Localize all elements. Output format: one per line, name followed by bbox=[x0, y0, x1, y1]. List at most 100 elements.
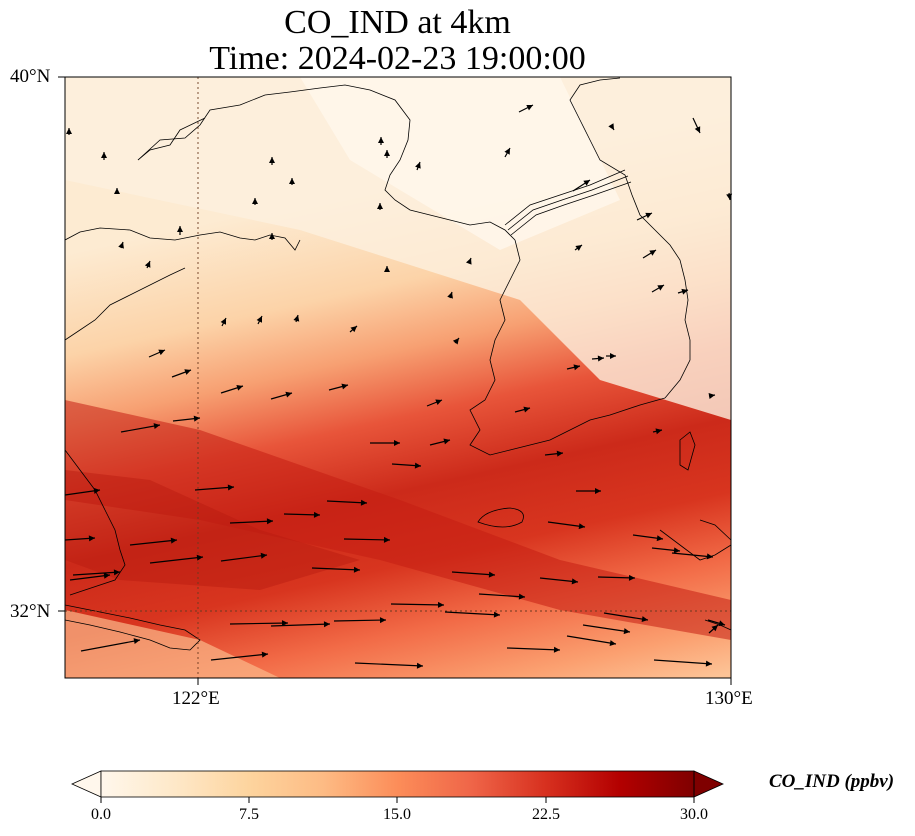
wind-arrow-head bbox=[379, 617, 386, 624]
co-concentration-field bbox=[65, 77, 731, 678]
wind-arrow-head bbox=[443, 438, 450, 445]
wind-arrow-shaft bbox=[478, 593, 526, 598]
wind-arrow-head bbox=[694, 126, 701, 133]
wind-arrow-shaft bbox=[326, 500, 368, 504]
wind-arrow-head bbox=[609, 640, 616, 646]
wind-arrow-head bbox=[236, 384, 243, 391]
lon-tick-130e: 130°E bbox=[705, 688, 753, 709]
wind-arrow-shaft bbox=[210, 653, 269, 661]
wind-arrow-head bbox=[673, 547, 680, 554]
colorbar bbox=[71, 770, 724, 803]
wind-arrow-head bbox=[384, 150, 390, 156]
wind-arrow-shaft bbox=[451, 571, 496, 576]
wind-arrow-head bbox=[656, 535, 663, 542]
wind-arrow-head bbox=[350, 326, 357, 333]
wind-arrow-head bbox=[269, 233, 275, 239]
wind-arrow-head bbox=[573, 364, 580, 371]
lat-tick-32n: 32°N bbox=[10, 601, 51, 622]
wind-arrow-head bbox=[103, 572, 110, 579]
colorbar-tick-0: 0.0 bbox=[91, 806, 111, 823]
wind-arrow-shaft bbox=[220, 554, 268, 562]
wind-arrow-head bbox=[377, 203, 383, 209]
coastlines bbox=[65, 77, 731, 651]
wind-arrow-head bbox=[628, 574, 635, 581]
wind-arrow-head bbox=[313, 511, 320, 518]
wind-arrow-head bbox=[170, 537, 177, 544]
wind-arrow-head bbox=[384, 266, 390, 272]
colorbar-gradient bbox=[101, 771, 694, 797]
wind-arrow-head bbox=[101, 152, 107, 158]
wind-arrow-head bbox=[260, 552, 267, 559]
wind-arrow-head bbox=[556, 450, 563, 457]
wind-arrow-head bbox=[293, 315, 300, 322]
wind-arrow-shaft bbox=[653, 659, 713, 665]
map-title-line1: CO_IND at 4km bbox=[284, 4, 511, 41]
wind-arrow-head bbox=[261, 651, 268, 658]
wind-arrow-head bbox=[718, 620, 725, 627]
wind-arrow-head bbox=[341, 383, 348, 390]
wind-arrow-shaft bbox=[129, 539, 178, 546]
wind-arrow-shaft bbox=[80, 639, 141, 652]
colorbar-extend-min bbox=[71, 770, 102, 798]
axis-ticks bbox=[58, 76, 732, 685]
wind-arrow-head bbox=[227, 484, 234, 491]
wind-arrow-head bbox=[177, 226, 183, 232]
wind-arrow-head bbox=[608, 123, 614, 130]
gridlines bbox=[65, 77, 731, 678]
wind-arrow-shaft bbox=[72, 571, 121, 576]
wind-arrow-head bbox=[66, 128, 72, 134]
wind-arrow-head bbox=[360, 499, 367, 506]
colorbar-tick-22-5: 22.5 bbox=[532, 806, 560, 823]
wind-arrow-head bbox=[493, 611, 500, 618]
wind-arrow-head bbox=[118, 242, 124, 249]
wind-arrow-shaft bbox=[120, 424, 161, 433]
wind-arrow-head bbox=[518, 593, 525, 600]
wind-arrow-head bbox=[184, 369, 191, 375]
wind-arrow-shaft bbox=[333, 619, 387, 622]
wind-arrow-shaft bbox=[603, 612, 649, 621]
wind-arrow-shaft bbox=[506, 647, 561, 651]
wind-arrow-head bbox=[285, 391, 292, 398]
wind-arrow-head bbox=[144, 261, 151, 268]
wind-arrow-shaft bbox=[444, 611, 501, 616]
wind-arrow-head bbox=[553, 646, 560, 653]
wind-arrow-head bbox=[435, 399, 442, 406]
map-frame bbox=[64, 76, 732, 679]
wind-arrow-head bbox=[437, 601, 444, 608]
wind-arrow-head bbox=[93, 487, 100, 494]
wind-arrow-shaft bbox=[343, 538, 391, 541]
wind-arrow-head bbox=[414, 462, 421, 469]
wind-arrow-head bbox=[708, 393, 715, 399]
wind-arrow-head bbox=[133, 638, 140, 645]
colorbar-tick-30: 30.0 bbox=[680, 806, 708, 823]
wind-arrow-head bbox=[641, 616, 648, 623]
wind-arrow-shaft bbox=[283, 513, 321, 516]
wind-arrow-head bbox=[575, 245, 582, 251]
wind-arrow-head bbox=[416, 662, 423, 669]
wind-arrow-shaft bbox=[547, 521, 586, 528]
colorbar-tick-15: 15.0 bbox=[383, 806, 411, 823]
wind-arrow-head bbox=[571, 578, 578, 585]
wind-arrow-head bbox=[394, 440, 400, 446]
lat-tick-40n: 40°N bbox=[10, 66, 51, 87]
wind-vectors bbox=[64, 104, 733, 669]
wind-arrow-head bbox=[523, 406, 530, 413]
wind-arrow-head bbox=[289, 178, 295, 184]
wind-arrow-head bbox=[610, 353, 616, 359]
map-title-line2: Time: 2024-02-23 19:00:00 bbox=[209, 40, 586, 77]
lon-tick-122e: 122°E bbox=[172, 688, 220, 709]
wind-arrow-shaft bbox=[229, 520, 274, 524]
wind-arrow-head bbox=[597, 355, 604, 362]
wind-arrow-head bbox=[196, 554, 203, 561]
wind-arrow-shaft bbox=[539, 577, 579, 583]
wind-arrow-shaft bbox=[354, 662, 424, 667]
wind-arrow-head bbox=[193, 415, 200, 422]
wind-arrow-shaft bbox=[582, 624, 631, 633]
wind-arrow-shaft bbox=[149, 556, 204, 564]
wind-arrow-shaft bbox=[597, 576, 636, 579]
wind-arrow-head bbox=[711, 625, 718, 632]
wind-arrow-head bbox=[623, 628, 630, 635]
wind-arrow-head bbox=[681, 288, 688, 295]
wind-arrow-head bbox=[269, 157, 275, 163]
wind-arrow-head bbox=[645, 212, 652, 219]
